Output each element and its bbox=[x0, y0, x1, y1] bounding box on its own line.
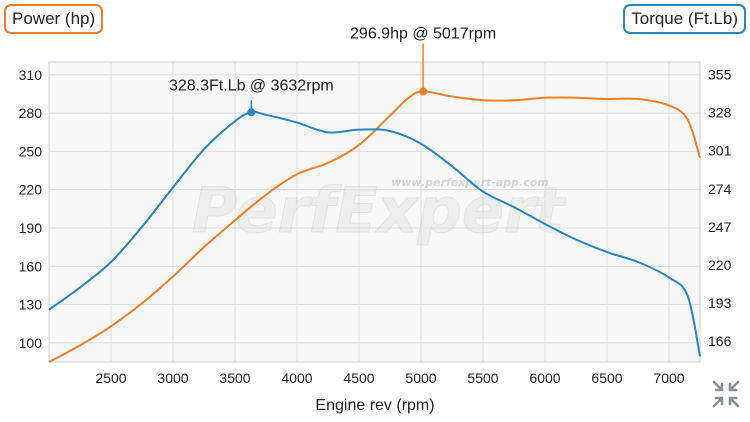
power-axis-badge: Power (hp) bbox=[4, 4, 104, 34]
power-curve bbox=[48, 90, 701, 363]
left-axis-ticks: 100 130 160 190 220 250 280 310 bbox=[19, 67, 43, 351]
right-tick-label: 193 bbox=[708, 295, 732, 311]
torque-peak-marker bbox=[247, 108, 256, 117]
fit-to-screen-icon bbox=[712, 380, 740, 408]
left-tick-label: 310 bbox=[19, 67, 43, 83]
fit-to-screen-button[interactable] bbox=[710, 378, 742, 410]
watermark-logo: PerfExpert bbox=[192, 174, 567, 247]
right-tick-label: 247 bbox=[708, 219, 732, 235]
series-lines bbox=[48, 90, 701, 363]
torque-peak-label: 328.3Ft.Lb @ 3632rpm bbox=[169, 77, 334, 94]
left-tick-label: 130 bbox=[19, 297, 43, 313]
left-tick-label: 100 bbox=[19, 335, 43, 351]
right-tick-label: 355 bbox=[708, 67, 732, 83]
x-tick-label: 6500 bbox=[591, 370, 622, 386]
right-tick-label: 328 bbox=[708, 105, 732, 121]
plot-background bbox=[49, 62, 700, 362]
torque-axis-badge: Torque (Ft.Lb) bbox=[623, 4, 746, 34]
x-tick-label: 6000 bbox=[529, 370, 560, 386]
power-axis-label: Power (hp) bbox=[12, 9, 96, 28]
x-tick-label: 3500 bbox=[219, 370, 250, 386]
x-axis-title: Engine rev (rpm) bbox=[315, 397, 434, 414]
plot-frame bbox=[48, 61, 701, 363]
right-tick-label: 274 bbox=[708, 181, 732, 197]
peak-annotations: 296.9hp @ 5017rpm 328.3Ft.Lb @ 3632rpm bbox=[169, 25, 496, 117]
left-tick-label: 160 bbox=[19, 258, 43, 274]
power-peak-marker bbox=[419, 87, 428, 96]
right-tick-label: 301 bbox=[708, 143, 732, 159]
x-tick-label: 5500 bbox=[467, 370, 498, 386]
right-tick-label: 166 bbox=[708, 333, 732, 349]
x-axis-ticks: 2500 3000 3500 4000 4500 5000 5500 6000 6500 7000 bbox=[95, 370, 684, 386]
x-tick-label: 7000 bbox=[653, 370, 684, 386]
x-tick-label: 3000 bbox=[157, 370, 188, 386]
x-tick-label: 2500 bbox=[95, 370, 126, 386]
left-tick-label: 190 bbox=[19, 220, 43, 236]
x-tick-label: 4500 bbox=[343, 370, 374, 386]
power-peak-label: 296.9hp @ 5017rpm bbox=[350, 25, 496, 42]
x-tick-label: 4000 bbox=[281, 370, 312, 386]
left-tick-label: 250 bbox=[19, 143, 43, 159]
left-tick-label: 220 bbox=[19, 182, 43, 198]
grid bbox=[48, 61, 701, 363]
left-tick-label: 280 bbox=[19, 105, 43, 121]
torque-curve bbox=[48, 110, 701, 357]
watermark: PerfExpert www.perfexpert-app.com bbox=[191, 174, 567, 248]
torque-axis-label: Torque (Ft.Lb) bbox=[631, 9, 738, 28]
right-tick-label: 220 bbox=[708, 257, 732, 273]
x-tick-label: 5000 bbox=[405, 370, 436, 386]
right-axis-ticks: 166 193 220 247 274 301 328 355 bbox=[708, 67, 732, 349]
